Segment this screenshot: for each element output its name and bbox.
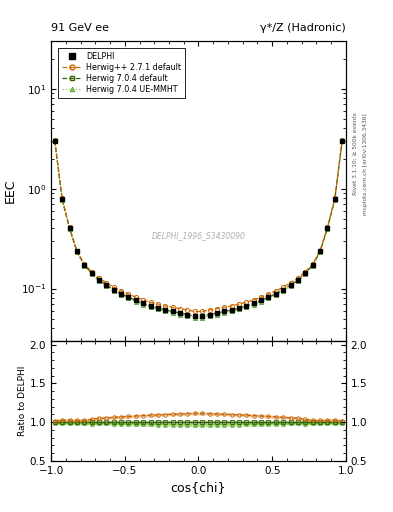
Y-axis label: Ratio to DELPHI: Ratio to DELPHI <box>18 366 27 436</box>
Text: 91 GeV ee: 91 GeV ee <box>51 24 109 33</box>
X-axis label: cos{chi}: cos{chi} <box>171 481 226 494</box>
Y-axis label: EEC: EEC <box>4 179 17 203</box>
Text: γ*/Z (Hadronic): γ*/Z (Hadronic) <box>260 24 346 33</box>
Text: Rivet 3.1.10; ≥ 500k events: Rivet 3.1.10; ≥ 500k events <box>353 112 358 195</box>
Text: DELPHI_1996_S3430090: DELPHI_1996_S3430090 <box>152 231 245 241</box>
Text: mcplots.cern.ch [arXiv:1306.3436]: mcplots.cern.ch [arXiv:1306.3436] <box>363 113 368 215</box>
Legend: DELPHI, Herwig++ 2.7.1 default, Herwig 7.0.4 default, Herwig 7.0.4 UE-MMHT: DELPHI, Herwig++ 2.7.1 default, Herwig 7… <box>58 48 185 98</box>
